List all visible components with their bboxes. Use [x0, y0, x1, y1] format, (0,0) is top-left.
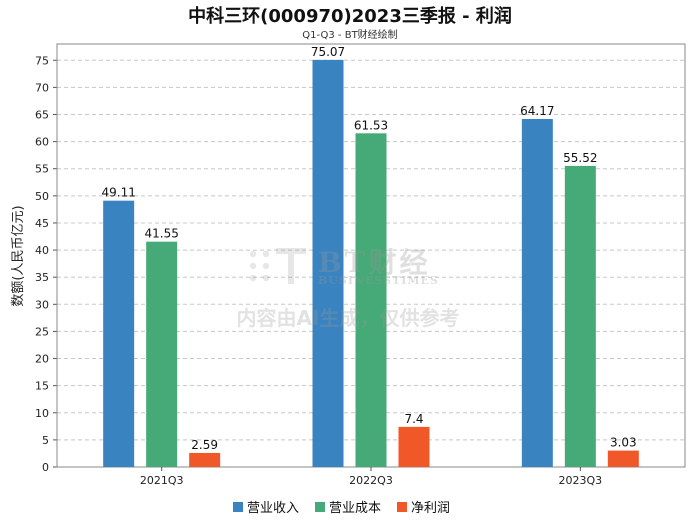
plot-area: 0 5 10 15 20 25 30 35 40 45 50 55 60 65 70 75 49.11 41.55…	[35, 43, 686, 487]
data-label: 55.52	[563, 151, 597, 165]
bar	[564, 165, 596, 467]
y-axis-label-group: 数额(人民币亿元)	[11, 205, 26, 306]
legend-swatch	[315, 502, 325, 512]
legend-label: 营业成本	[329, 501, 381, 516]
y-tick-label: 25	[35, 325, 49, 338]
watermark-brand: BT财经	[318, 246, 431, 279]
data-label: 64.17	[520, 104, 554, 118]
y-tick-label: 35	[35, 271, 49, 284]
legend-swatch	[397, 502, 407, 512]
bar	[355, 133, 387, 468]
bar	[398, 426, 430, 467]
watermark: BT财经 BUSINESSTIMES 内容由AI生成，仅供参考	[237, 246, 460, 330]
y-tick-label: 0	[42, 461, 49, 474]
bar	[189, 452, 221, 467]
y-tick-label: 20	[35, 353, 49, 366]
y-tick-label: 65	[35, 109, 49, 122]
data-label: 49.11	[101, 186, 135, 200]
y-tick-label: 15	[35, 380, 49, 393]
bar	[607, 450, 639, 467]
bar	[146, 241, 178, 467]
data-label: 3.03	[610, 436, 637, 450]
bar	[103, 200, 135, 467]
bar	[521, 119, 553, 467]
y-tick-label: 45	[35, 217, 49, 230]
legend-label: 净利润	[411, 501, 450, 516]
data-label: 41.55	[144, 227, 178, 241]
data-label: 2.59	[191, 438, 218, 452]
x-tick-label: 2023Q3	[559, 474, 603, 487]
x-tick-label: 2022Q3	[349, 474, 393, 487]
y-tick-label: 70	[35, 81, 49, 94]
y-axis-label: 数额(人民币亿元)	[11, 205, 26, 306]
watermark-brand-sub: BUSINESSTIMES	[318, 274, 439, 287]
y-tick-label: 40	[35, 244, 49, 257]
legend-swatch	[233, 502, 243, 512]
y-tick-label: 60	[35, 136, 49, 149]
data-label: 61.53	[354, 118, 388, 132]
chart-subtitle: Q1-Q3 - BT财经绘制	[302, 28, 397, 41]
y-tick-label: 55	[35, 163, 49, 176]
x-tick-label: 2021Q3	[140, 474, 184, 487]
bar	[312, 59, 344, 467]
y-tick-label: 30	[35, 298, 49, 311]
data-label: 7.4	[404, 412, 423, 426]
legend: 营业收入 营业成本 净利润	[233, 501, 450, 516]
watermark-notice: 内容由AI生成，仅供参考	[237, 306, 460, 330]
y-tick-label: 75	[35, 54, 49, 67]
y-tick-label: 5	[42, 434, 49, 447]
y-tick-label: 50	[35, 190, 49, 203]
legend-label: 营业收入	[247, 501, 299, 516]
bt-logo-icon	[249, 248, 306, 284]
chart-title: 中科三环(000970)2023三季报 - 利润	[188, 5, 512, 27]
y-tick-label: 10	[35, 407, 49, 420]
data-label: 75.07	[311, 45, 345, 59]
